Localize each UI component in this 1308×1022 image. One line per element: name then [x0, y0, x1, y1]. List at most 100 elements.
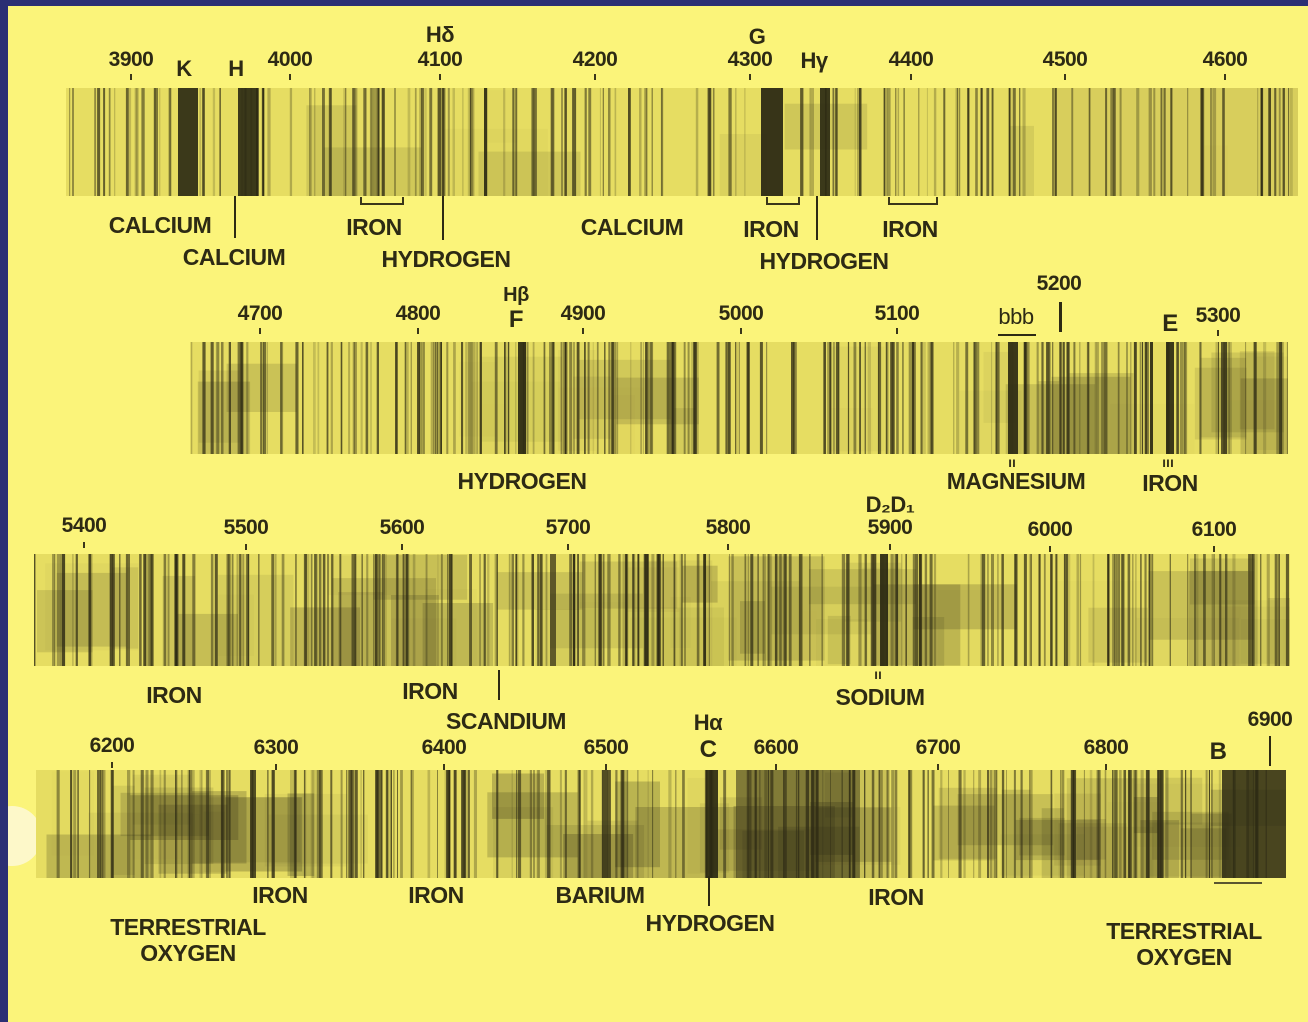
- absorption-line: [407, 554, 410, 666]
- spectrum-texture: [1019, 817, 1065, 856]
- absorption-line: [602, 88, 604, 196]
- absorption-line: [504, 342, 506, 454]
- absorption-line: [360, 770, 362, 878]
- wavelength-label: 4000: [267, 48, 313, 71]
- absorption-line: [462, 770, 466, 878]
- absorption-line: [731, 554, 734, 666]
- absorption-line: [561, 88, 563, 196]
- absorption-line: [1006, 770, 1007, 878]
- absorption-line: [903, 88, 905, 196]
- spectrum-texture: [770, 586, 872, 635]
- absorption-band: [1222, 770, 1286, 878]
- absorption-line: [585, 770, 588, 878]
- absorption-line: [564, 88, 567, 196]
- absorption-line: [827, 342, 831, 454]
- absorption-line: [661, 88, 663, 196]
- absorption-band: [736, 770, 860, 878]
- absorption-line: [614, 88, 617, 196]
- absorption-line: [991, 554, 994, 666]
- absorption-line: [425, 88, 427, 196]
- wavelength-label: 6900: [1247, 708, 1293, 731]
- absorption-line: [1027, 342, 1030, 454]
- absorption-line: [453, 770, 457, 878]
- absorption-line: [375, 770, 379, 878]
- absorption-line: [884, 88, 888, 196]
- absorption-line: [1112, 554, 1116, 666]
- absorption-line: [572, 88, 575, 196]
- absorption-line: [378, 554, 381, 666]
- absorption-line: [515, 88, 517, 196]
- absorption-line: [221, 342, 224, 454]
- spectrum-texture: [287, 793, 315, 876]
- absorption-line: [1110, 88, 1114, 196]
- absorption-line: [511, 770, 513, 878]
- line-label-b: B: [1209, 738, 1227, 765]
- absorption-line: [1118, 554, 1120, 666]
- absorption-line: [620, 770, 624, 878]
- absorption-line: [618, 554, 621, 666]
- absorption-line: [847, 342, 850, 454]
- absorption-line: [167, 554, 170, 666]
- absorption-line: [397, 770, 398, 878]
- absorption-line: [980, 88, 983, 196]
- absorption-line: [857, 88, 859, 196]
- absorption-line: [893, 554, 897, 666]
- absorption-line: [303, 770, 307, 878]
- absorption-line: [582, 554, 586, 666]
- absorption-line: [472, 342, 476, 454]
- absorption-line: [330, 770, 333, 878]
- absorption-line: [1140, 554, 1142, 666]
- absorption-line: [709, 88, 712, 196]
- spectrum-texture: [546, 825, 645, 878]
- absorption-line: [832, 342, 835, 454]
- absorption-line: [1229, 342, 1232, 454]
- absorption-line: [385, 770, 389, 878]
- spectrum-texture: [391, 595, 439, 666]
- wavelength-tick: [605, 764, 607, 770]
- absorption-line: [439, 342, 442, 454]
- wavelength-label: 5000: [718, 302, 764, 325]
- absorption-line: [329, 88, 332, 196]
- absorption-line: [625, 770, 628, 878]
- absorption-line: [109, 554, 111, 666]
- absorption-line: [880, 770, 883, 878]
- absorption-line: [201, 770, 203, 878]
- element-label-iron: IRON: [146, 682, 202, 708]
- absorption-line: [469, 88, 472, 196]
- absorption-line: [483, 554, 486, 666]
- spectrum-texture: [1165, 777, 1203, 825]
- element-label-calcium: CALCIUM: [182, 244, 286, 270]
- absorption-line: [835, 88, 838, 196]
- element-label-calcium: CALCIUM: [580, 214, 684, 240]
- absorption-line: [354, 770, 358, 878]
- spectrum-texture: [1148, 571, 1254, 640]
- absorption-line: [1133, 770, 1137, 878]
- absorption-line: [1096, 770, 1099, 878]
- absorption-line: [871, 770, 875, 878]
- absorption-line: [651, 88, 653, 196]
- absorption-line: [188, 770, 190, 878]
- wavelength-tick: [740, 328, 742, 334]
- absorption-line: [310, 770, 312, 878]
- line-marker: [442, 196, 444, 240]
- absorption-line: [1119, 88, 1122, 196]
- wavelength-tick: [275, 764, 277, 770]
- absorption-line: [380, 770, 383, 878]
- absorption-line: [348, 342, 351, 454]
- absorption-line: [229, 342, 231, 454]
- absorption-line: [883, 88, 886, 196]
- absorption-line: [345, 88, 347, 196]
- absorption-line: [1079, 342, 1081, 454]
- absorption-line-strong: [250, 770, 256, 878]
- absorption-line: [956, 88, 959, 196]
- line-marker: [498, 670, 500, 700]
- absorption-line: [1190, 770, 1192, 878]
- absorption-line: [774, 554, 778, 666]
- absorption-line: [199, 88, 202, 196]
- absorption-line: [258, 554, 260, 666]
- absorption-line: [1014, 554, 1018, 666]
- absorption-line: [564, 770, 567, 878]
- absorption-line: [1213, 88, 1217, 196]
- absorption-line: [373, 88, 377, 196]
- absorption-line: [1043, 554, 1046, 666]
